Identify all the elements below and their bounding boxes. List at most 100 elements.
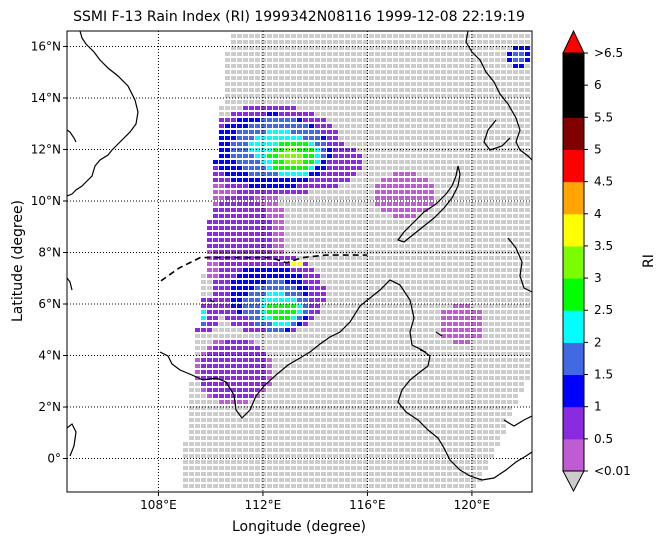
swath-cell — [249, 142, 254, 146]
swath-cell — [429, 52, 434, 56]
swath-cell — [417, 124, 422, 128]
swath-cell — [495, 52, 500, 56]
swath-cell — [435, 142, 440, 146]
swath-cell — [249, 322, 254, 326]
swath-cell — [513, 202, 518, 206]
swath-cell — [411, 286, 416, 290]
swath-cell — [447, 94, 452, 98]
swath-cell — [237, 346, 242, 350]
swath-cell — [279, 232, 284, 236]
swath-cell — [207, 382, 212, 386]
swath-cell — [333, 268, 338, 272]
swath-cell — [399, 484, 404, 488]
swath-cell — [291, 286, 296, 290]
swath-cell — [465, 82, 470, 86]
swath-cell — [231, 436, 236, 440]
swath-cell — [231, 136, 236, 140]
swath-cell — [321, 112, 326, 116]
swath-cell — [423, 256, 428, 260]
swath-cell — [393, 196, 398, 200]
swath-cell — [435, 214, 440, 218]
swath-cell — [453, 124, 458, 128]
swath-cell — [303, 484, 308, 488]
swath-cell — [285, 394, 290, 398]
swath-cell — [285, 352, 290, 356]
swath-cell — [501, 334, 506, 338]
swath-cell — [369, 88, 374, 92]
swath-cell — [393, 190, 398, 194]
swath-cell — [291, 124, 296, 128]
swath-cell — [297, 190, 302, 194]
swath-cell — [249, 226, 254, 230]
swath-cell — [435, 100, 440, 104]
swath-cell — [477, 370, 482, 374]
swath-cell — [291, 52, 296, 56]
swath-cell — [519, 112, 524, 116]
swath-cell — [411, 394, 416, 398]
swath-cell — [393, 124, 398, 128]
swath-cell — [267, 124, 272, 128]
swath-cell — [303, 136, 308, 140]
swath-cell — [195, 424, 200, 428]
swath-cell — [363, 190, 368, 194]
swath-cell — [381, 298, 386, 302]
swath-cell — [267, 418, 272, 422]
swath-cell — [309, 34, 314, 38]
swath-cell — [243, 466, 248, 470]
swath-cell — [255, 52, 260, 56]
swath-cell — [339, 142, 344, 146]
swath-cell — [375, 376, 380, 380]
swath-cell — [423, 184, 428, 188]
swath-cell — [291, 64, 296, 68]
swath-cell — [261, 148, 266, 152]
swath-cell — [525, 178, 530, 182]
swath-cell — [297, 346, 302, 350]
swath-cell — [237, 268, 242, 272]
swath-cell — [465, 322, 470, 326]
swath-cell — [429, 250, 434, 254]
swath-cell — [375, 214, 380, 218]
swath-cell — [477, 226, 482, 230]
swath-cell — [465, 76, 470, 80]
swath-cell — [357, 250, 362, 254]
swath-cell — [303, 88, 308, 92]
swath-cell — [357, 334, 362, 338]
swath-cell — [447, 334, 452, 338]
swath-cell — [513, 40, 518, 44]
swath-cell — [471, 166, 476, 170]
swath-cell — [519, 136, 524, 140]
swath-cell — [369, 262, 374, 266]
swath-cell — [207, 424, 212, 428]
swath-cell — [333, 196, 338, 200]
swath-cell — [273, 64, 278, 68]
palawan-coastline — [397, 165, 461, 243]
swath-cell — [309, 82, 314, 86]
swath-cell — [333, 466, 338, 470]
swath-cell — [507, 304, 512, 308]
swath-cell — [357, 52, 362, 56]
swath-cell — [519, 310, 524, 314]
swath-cell — [339, 148, 344, 152]
swath-cell — [423, 268, 428, 272]
swath-cell — [387, 214, 392, 218]
swath-cell — [219, 286, 224, 290]
swath-cell — [381, 112, 386, 116]
swath-cell — [501, 70, 506, 74]
swath-cell — [219, 112, 224, 116]
swath-cell — [441, 430, 446, 434]
swath-cell — [339, 436, 344, 440]
swath-cell — [507, 118, 512, 122]
swath-cell — [207, 430, 212, 434]
swath-cell — [285, 472, 290, 476]
swath-cell — [381, 34, 386, 38]
swath-cell — [525, 376, 530, 380]
swath-cell — [519, 46, 524, 50]
swath-cell — [279, 346, 284, 350]
swath-cell — [345, 382, 350, 386]
swath-cell — [291, 394, 296, 398]
swath-cell — [513, 172, 518, 176]
swath-cell — [189, 406, 194, 410]
swath-cell — [447, 136, 452, 140]
swath-cell — [435, 328, 440, 332]
swath-cell — [303, 328, 308, 332]
